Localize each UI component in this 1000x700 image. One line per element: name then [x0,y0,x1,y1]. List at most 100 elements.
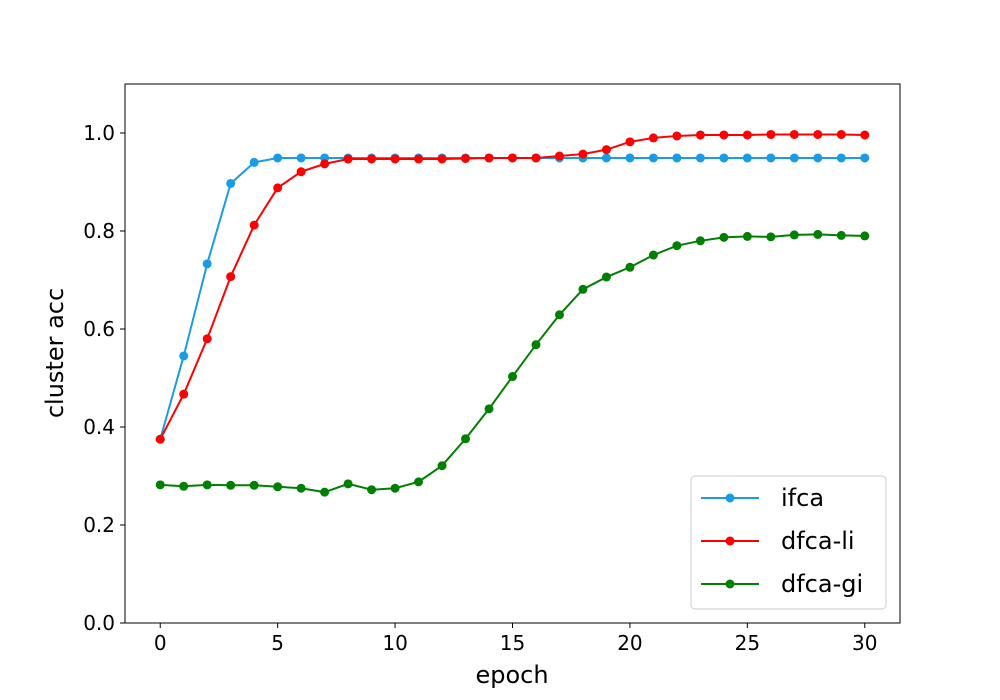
legend-box [690,475,887,610]
data-point-ifca [226,178,236,188]
data-point-dfca-gi [578,284,588,294]
data-point-dfca-li [789,129,799,139]
data-point-dfca-li [273,183,283,193]
data-point-dfca-gi [508,372,517,382]
data-point-dfca-li [508,153,517,163]
data-point-dfca-gi [343,479,353,489]
data-point-dfca-gi [789,230,799,240]
data-point-ifca [836,153,846,163]
data-point-dfca-li [320,159,330,169]
legend-label: dfca-gi [781,570,863,598]
x-tick-label: 0 [154,631,167,655]
x-tick-label: 15 [500,631,525,655]
data-point-dfca-li [531,153,541,163]
data-point-dfca-li [860,130,870,140]
data-point-dfca-li [202,334,212,344]
legend: ifca dfca-li dfca-gi [690,475,887,610]
data-point-ifca [273,153,283,163]
legend-label: ifca [781,484,824,512]
legend-marker [725,579,735,589]
data-point-dfca-gi [273,482,283,492]
data-point-dfca-li [367,154,377,164]
data-point-dfca-gi [484,404,494,414]
data-point-dfca-gi [554,310,564,320]
data-point-ifca [695,153,705,163]
y-tick-label: 0.6 [83,317,115,341]
data-point-ifca [296,153,306,163]
data-point-dfca-li [343,154,353,164]
data-point-dfca-gi [202,480,212,490]
data-point-dfca-gi [155,480,165,490]
data-point-dfca-gi [414,477,424,487]
data-point-ifca [249,157,259,167]
data-point-dfca-gi [367,485,377,495]
x-tick-label: 5 [271,631,284,655]
data-point-dfca-gi [601,272,611,282]
data-point-dfca-gi [813,229,823,239]
data-point-dfca-gi [695,236,705,246]
data-point-ifca [672,153,682,163]
data-point-dfca-li [226,272,236,282]
x-tick-label: 10 [382,631,407,655]
data-point-dfca-li [601,145,611,155]
x-axis-label: epoch [475,661,548,689]
series-dfca-gi [155,229,870,497]
series-line-dfca-gi [160,233,865,494]
data-point-dfca-gi [320,487,330,497]
legend-item-ifca: ifca [701,484,824,512]
data-point-dfca-li [249,220,259,230]
series-line-ifca [159,156,865,440]
data-point-dfca-gi [531,340,541,350]
data-point-dfca-li [554,151,564,161]
data-point-ifca [719,153,729,163]
y-tick-label: 0.0 [83,611,115,635]
series-ifca [155,153,870,444]
data-point-ifca [179,351,189,361]
x-tick-label: 25 [735,631,760,655]
data-point-dfca-li [484,153,494,163]
legend-marker [725,536,735,546]
data-point-dfca-gi [461,434,471,444]
legend-label: dfca-li [781,527,855,555]
data-point-dfca-li [719,130,729,140]
data-point-dfca-li [813,129,823,139]
data-point-ifca [648,153,658,163]
data-point-dfca-li [672,131,682,141]
data-point-dfca-li [155,434,165,444]
data-point-dfca-gi [648,250,658,260]
data-point-dfca-gi [437,461,447,471]
y-axis-label: cluster acc [41,288,69,418]
y-tick-label: 0.8 [83,219,115,243]
data-point-ifca [813,153,823,163]
data-point-dfca-li [836,129,846,139]
data-point-dfca-gi [625,262,635,272]
data-point-dfca-li [625,137,635,147]
data-point-dfca-gi [296,483,306,493]
legend-item-dfca-li: dfca-li [701,527,855,555]
data-point-ifca [742,153,752,163]
data-point-dfca-li [390,154,400,164]
data-point-dfca-li [179,389,189,399]
y-tick-label: 0.4 [83,415,115,439]
legend-item-dfca-gi: dfca-gi [701,570,863,598]
data-point-dfca-li [648,133,658,143]
data-point-dfca-gi [719,232,729,242]
data-point-dfca-li [461,153,471,163]
series-line-dfca-li [159,133,865,440]
data-point-dfca-gi [390,483,400,493]
data-point-dfca-gi [860,231,870,241]
data-point-dfca-li [766,129,776,139]
data-point-dfca-li [742,130,752,140]
series-dfca-li [155,129,870,444]
data-point-dfca-li [578,149,588,159]
data-point-ifca [625,153,635,163]
y-tick-label: 1.0 [83,121,115,145]
legend-marker [725,493,735,503]
data-point-ifca [789,153,799,163]
x-tick-label: 20 [617,631,642,655]
data-point-ifca [766,153,776,163]
data-point-dfca-gi [742,231,752,241]
data-point-dfca-li [414,154,424,164]
data-point-ifca [601,153,611,163]
data-point-dfca-gi [179,481,189,491]
